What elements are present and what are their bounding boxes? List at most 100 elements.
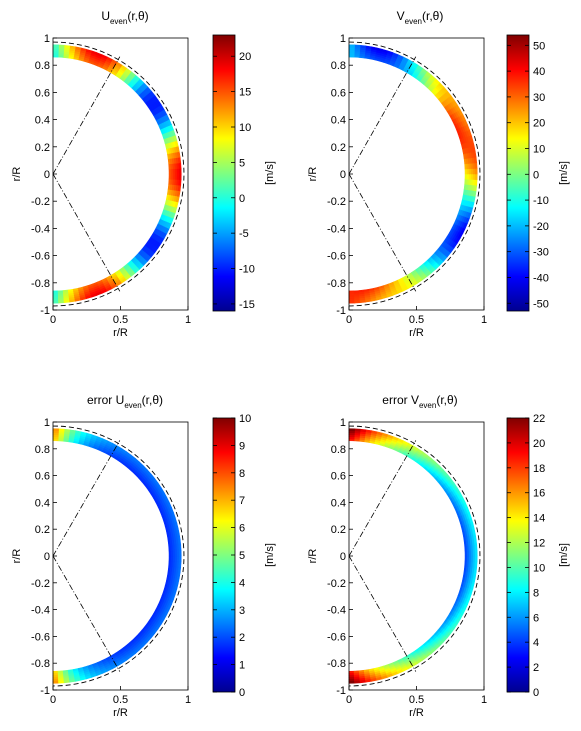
chart-panel: error Ueven(r,θ) -1 -0.8 -0.6 -0.4 -0.2 0 0.2 0.… (11, 393, 276, 719)
field-cell (52, 300, 59, 304)
y-tick-label: 0.8 (331, 444, 346, 456)
field-cell (365, 429, 372, 433)
y-tick-label: 0.4 (331, 115, 346, 127)
field-cell (474, 561, 478, 568)
colorbar-tick-label: 4 (239, 577, 245, 589)
y-tick-label: 0.6 (331, 471, 346, 483)
colorbar-tick-label: 4 (533, 637, 539, 649)
x-axis-label: r/R (409, 707, 424, 719)
y-tick-label: -0.2 (31, 196, 50, 208)
colorbar-tick-label: 6 (533, 612, 539, 624)
field-cell (58, 428, 65, 432)
y-tick-label: 0.8 (35, 444, 50, 456)
colorbar-tick-label: 10 (533, 143, 545, 155)
y-tick-label: 1 (44, 417, 50, 429)
colorbar-tick-label: 3 (239, 605, 245, 617)
y-tick-label: 0.4 (35, 115, 50, 127)
colorbar-tick-label: -40 (533, 272, 549, 284)
field-cell (359, 679, 367, 684)
field-cell (354, 680, 361, 684)
x-tick-label: 0.5 (409, 694, 424, 706)
colorbar-tick-label: 15 (239, 87, 251, 99)
chart-title: Veven(r,θ) (397, 9, 444, 26)
y-tick-label: -0.6 (327, 251, 346, 263)
field-cell (474, 173, 478, 180)
field-cell (178, 162, 182, 169)
chart-title: Ueven(r,θ) (101, 9, 148, 26)
x-tick-label: 0.5 (409, 314, 424, 326)
y-axis-label: r/R (307, 167, 319, 182)
chart-panel: Veven(r,θ) -1 -0.8 -0.6 -0.4 -0.2 0 0.2 0.4 0.6 0.… (307, 9, 570, 339)
field-cell (354, 300, 361, 304)
x-axis-label: r/R (113, 327, 128, 339)
y-tick-label: 0.2 (35, 142, 50, 154)
field-cell (69, 429, 76, 433)
y-tick-label: 0.6 (35, 471, 50, 483)
x-tick-label: 0 (346, 314, 352, 326)
colorbar-tick-label: 5 (239, 157, 245, 169)
y-tick-label: -0.8 (327, 658, 346, 670)
y-tick-label: -0.4 (327, 223, 346, 235)
colorbar-tick-label: 5 (239, 550, 245, 562)
field-cell (474, 179, 478, 186)
x-tick-label: 1 (185, 694, 191, 706)
colorbar-tick-label: 8 (239, 468, 245, 480)
boundary-dashed-arc (52, 41, 185, 307)
colorbar-tick-label: 10 (239, 122, 251, 134)
field-cell (178, 168, 182, 175)
field-cell (365, 45, 372, 50)
y-tick-label: -0.6 (31, 631, 50, 643)
boundary-dashed-arc (348, 41, 481, 307)
field-cell (474, 168, 478, 175)
boundary-dashed-arc (348, 425, 481, 687)
y-tick-label: 0.2 (331, 524, 346, 536)
field-cell (178, 550, 182, 557)
colorbar-label: [m/s] (264, 161, 276, 185)
colorbar-tick-label: 9 (239, 440, 245, 452)
colorbar-tick-label: 0 (533, 169, 539, 181)
chart-title: error Ueven(r,θ) (87, 393, 163, 410)
y-tick-label: -0.8 (31, 278, 50, 290)
field-cell (473, 566, 478, 573)
field-cell (474, 555, 478, 562)
colorbar-tick-label: 6 (239, 523, 245, 535)
y-tick-label: -0.2 (31, 578, 50, 590)
y-tick-label: 0.8 (35, 60, 50, 72)
colorbar-tick-label: -10 (533, 195, 549, 207)
colorbar-label: [m/s] (558, 543, 570, 567)
colorbar-tick-label: -30 (533, 247, 549, 259)
colorbar-tick-label: 0 (239, 687, 245, 699)
colorbar-tick-label: 0 (239, 193, 245, 205)
field-cell (58, 680, 65, 684)
x-tick-label: 1 (185, 314, 191, 326)
field-cell (58, 44, 65, 48)
field-cell (176, 151, 181, 158)
y-tick-label: -0.4 (31, 223, 50, 235)
colorbar-tick-label: 2 (533, 662, 539, 674)
field-cell (348, 300, 355, 304)
x-tick-label: 0 (346, 694, 352, 706)
y-tick-label: -0.4 (31, 605, 50, 617)
field-cell (472, 572, 477, 579)
field-cell (176, 572, 181, 579)
tangent-line-south (348, 173, 417, 292)
field-cell (178, 555, 182, 562)
field-cell (176, 190, 181, 197)
field-cell (178, 179, 182, 186)
colorbar-tick-label: 0 (533, 687, 539, 699)
field-cell (473, 184, 478, 192)
y-tick-label: 0 (340, 551, 346, 563)
y-tick-label: 0 (44, 169, 50, 181)
tangent-line-north (348, 440, 417, 557)
y-tick-label: 0.2 (331, 142, 346, 154)
colorbar-tick-label: 1 (239, 660, 245, 672)
y-tick-label: -0.6 (327, 631, 346, 643)
y-tick-label: 0.6 (331, 87, 346, 99)
field-cell (63, 428, 71, 433)
colorbar-tick-label: 8 (533, 587, 539, 599)
colorbar-label: [m/s] (264, 543, 276, 567)
x-tick-label: 0.5 (113, 694, 128, 706)
field-cell (359, 44, 367, 49)
x-axis-label: r/R (113, 707, 128, 719)
colorbar-tick-label: 20 (533, 118, 545, 130)
